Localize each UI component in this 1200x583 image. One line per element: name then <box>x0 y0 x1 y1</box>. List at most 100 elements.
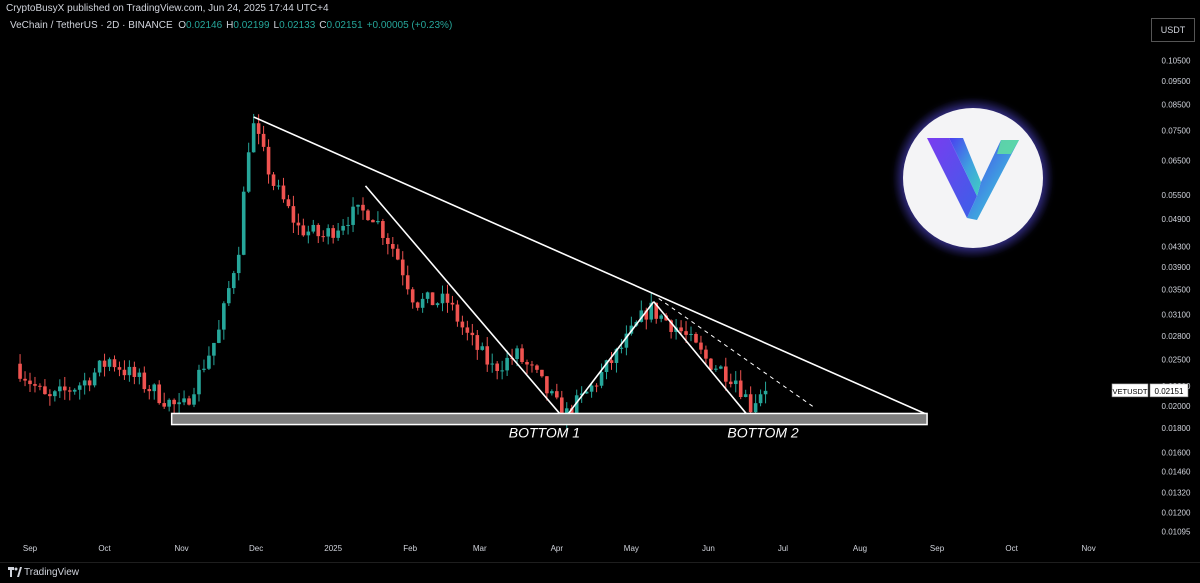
candle-body <box>450 302 455 305</box>
candle-body <box>614 348 619 363</box>
candle-body <box>351 206 355 225</box>
candle-body <box>182 398 186 403</box>
x-tick-label: Aug <box>853 544 867 553</box>
y-tick-label: 0.09500 <box>1162 77 1191 86</box>
candle-body <box>699 342 703 350</box>
candle-body <box>400 259 405 276</box>
candlestick-series <box>18 113 768 429</box>
candle-body <box>540 369 544 377</box>
candle-body <box>87 380 92 386</box>
candle-body <box>142 372 147 390</box>
y-tick-label: 0.01600 <box>1162 449 1191 458</box>
high-value: 0.02199 <box>233 20 270 31</box>
candle-body <box>395 248 400 260</box>
candle-body <box>286 199 291 207</box>
candle-body <box>167 399 171 407</box>
candle-body <box>758 394 763 404</box>
candle-body <box>520 348 524 362</box>
candle-body <box>227 288 231 304</box>
candle-body <box>679 327 683 332</box>
current-price-tag: VETUSDT 0.02151 <box>1111 383 1189 398</box>
x-tick-label: Nov <box>174 544 188 553</box>
x-tick-label: Sep <box>23 544 38 553</box>
candle-body <box>192 394 196 405</box>
low-value: 0.02133 <box>279 20 316 31</box>
candle-body <box>217 329 221 343</box>
candle-body <box>500 370 504 372</box>
candle-body <box>336 230 340 238</box>
candle-body <box>495 363 499 371</box>
chart-annotations: BOTTOM 1 BOTTOM 2 <box>170 116 928 440</box>
candle-body <box>18 363 22 379</box>
currency-button[interactable]: USDT <box>1151 18 1195 42</box>
candle-body <box>714 368 718 370</box>
candle-body <box>291 206 296 223</box>
candle-body <box>420 298 425 308</box>
candle-body <box>515 348 519 359</box>
y-tick-label: 0.06500 <box>1162 156 1191 165</box>
candle-body <box>530 364 534 366</box>
candle-body <box>624 333 629 348</box>
candle-body <box>241 191 246 255</box>
x-tick-label: Apr <box>551 544 564 553</box>
candle-body <box>738 380 743 397</box>
publisher-line: CryptoBusyX published on TradingView.com… <box>6 3 329 14</box>
candle-body <box>649 302 654 320</box>
y-tick-label: 0.01460 <box>1162 468 1191 477</box>
candle-body <box>664 315 668 321</box>
candle-body <box>475 335 480 350</box>
trendline[interactable] <box>563 301 655 420</box>
candle-body <box>555 391 559 398</box>
candle-body <box>281 185 286 200</box>
candle-body <box>162 403 166 407</box>
candle-body <box>28 380 32 385</box>
candle-body <box>361 204 365 211</box>
candle-body <box>669 320 673 332</box>
x-tick-label: Sep <box>930 544 945 553</box>
y-tick-label: 0.10500 <box>1162 56 1191 65</box>
high-label: H <box>226 20 234 31</box>
candle-body <box>719 366 723 369</box>
footer-brand[interactable]: TradingView <box>24 567 80 578</box>
candle-body <box>430 292 435 306</box>
candle-body <box>644 310 649 320</box>
candle-body <box>77 385 82 390</box>
bottom-label: BOTTOM 2 <box>727 424 799 440</box>
symbol-name[interactable]: VeChain / TetherUS · 2D · BINANCE <box>10 20 173 31</box>
dashed-trendline[interactable] <box>658 298 816 409</box>
candle-body <box>177 402 181 405</box>
y-tick-label: 0.04900 <box>1162 215 1191 224</box>
support-zone[interactable] <box>170 412 928 426</box>
logo-circle <box>903 108 1043 248</box>
y-tick-label: 0.03500 <box>1162 285 1191 294</box>
candle-body <box>599 372 604 386</box>
candle-body <box>376 221 380 223</box>
candle-body <box>23 378 27 381</box>
close-label: C <box>319 20 327 31</box>
candle-body <box>753 403 758 413</box>
candle-body <box>425 292 430 299</box>
candle-body <box>82 380 87 386</box>
candle-body <box>535 365 539 370</box>
x-tick-label: Oct <box>1005 544 1018 553</box>
candle-body <box>684 331 688 335</box>
tradingview-logo-icon[interactable] <box>8 567 22 577</box>
candle-body <box>381 221 385 238</box>
candle-body <box>728 381 733 385</box>
candle-body <box>62 386 67 391</box>
close-value: 0.02151 <box>326 20 363 31</box>
trendline[interactable] <box>653 301 752 420</box>
candle-body <box>306 231 311 236</box>
candle-body <box>321 236 326 238</box>
candle-body <box>619 347 624 349</box>
candle-body <box>311 224 316 232</box>
candle-body <box>654 302 659 319</box>
candle-body <box>137 372 142 377</box>
candle-body <box>485 346 490 365</box>
trendline[interactable] <box>253 116 928 416</box>
change-value: +0.00005 (+0.23%) <box>366 20 453 31</box>
trendline[interactable] <box>364 185 565 420</box>
candle-body <box>58 386 62 392</box>
candle-body <box>659 315 663 319</box>
